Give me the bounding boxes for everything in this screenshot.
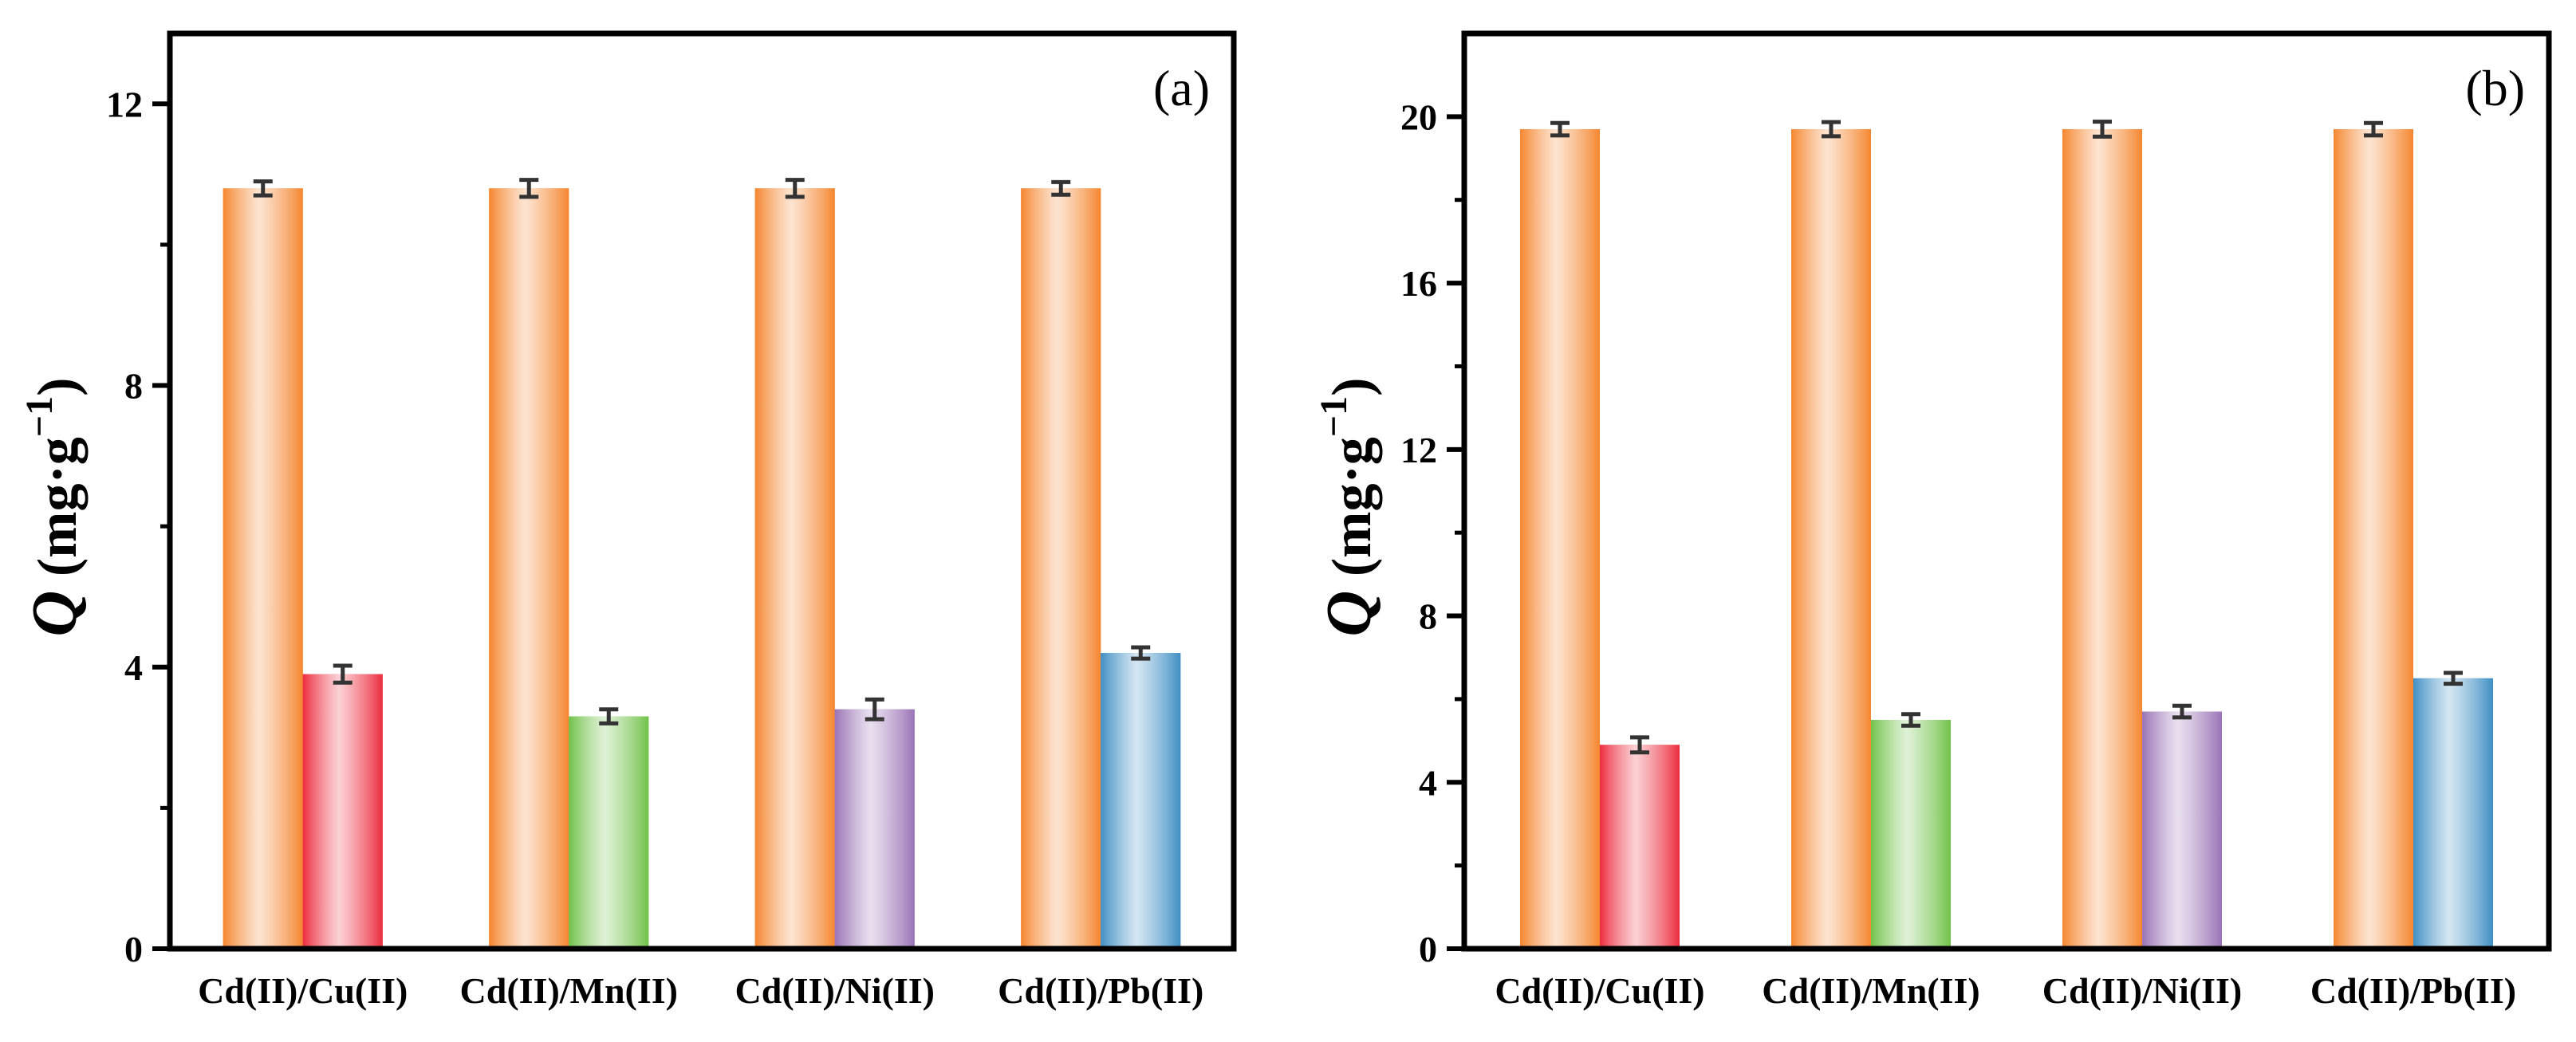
panel-label: (b) <box>2465 60 2525 116</box>
y-tick-label: 20 <box>1400 96 1437 137</box>
bar-b-0-cu <box>1600 745 1680 949</box>
bar-a-0-cd <box>223 188 303 949</box>
x-tick-label: Cd(II)/Pb(II) <box>2310 970 2516 1011</box>
chart-panel-a: Cd(II)/Cu(II) Cd(II)/Mn(II) Cd(II)/Ni(II) C… <box>18 30 1237 1011</box>
error-bar <box>1630 735 1649 755</box>
y-axis-label: Q (mg·g−1) <box>18 378 90 637</box>
error-bar <box>1822 120 1841 139</box>
error-bar <box>1550 120 1570 138</box>
error-bar <box>785 178 805 199</box>
error-bar <box>519 178 539 199</box>
x-tick-label: Cd(II)/Pb(II) <box>998 970 1203 1011</box>
axes-frame <box>167 30 1237 952</box>
axes-frame <box>1461 30 2552 952</box>
error-bar <box>1051 179 1071 197</box>
y-tick-label: 12 <box>106 84 143 124</box>
bar-b-1-cd <box>1791 129 1871 949</box>
error-bar <box>1901 712 1920 728</box>
y-tick-label: 4 <box>124 647 143 688</box>
x-tick-label: Cd(II)/Ni(II) <box>735 970 935 1011</box>
error-bar <box>599 707 619 725</box>
x-tick-label: Cd(II)/Mn(II) <box>1762 970 1979 1011</box>
y-tick-label: 12 <box>1400 430 1437 470</box>
bar-b-2-ni <box>2142 711 2222 949</box>
y-axis-label: Q (mg·g−1) <box>1313 378 1385 637</box>
y-tick-label: 4 <box>1419 762 1437 803</box>
chart-panel-b: Cd(II)/Cu(II) Cd(II)/Mn(II) Cd(II)/Ni(II) C… <box>1313 30 2552 1011</box>
y-tick-label: 16 <box>1400 263 1437 304</box>
y-tick-label: 0 <box>1419 929 1437 969</box>
error-bar <box>865 697 884 722</box>
bar-a-2-ni <box>834 709 915 949</box>
bar-a-0-cu <box>302 674 383 949</box>
panel-label: (a) <box>1153 60 1210 116</box>
y-tick-label: 0 <box>124 929 143 969</box>
y-tick-label: 8 <box>1419 596 1437 637</box>
bar-b-3-cd <box>2334 129 2413 949</box>
bar-a-3-pb <box>1101 653 1181 949</box>
bar-a-1-cd <box>489 188 569 949</box>
error-bar <box>2364 120 2383 138</box>
x-tick-label: Cd(II)/Cu(II) <box>198 970 408 1011</box>
error-bar <box>2093 120 2112 139</box>
error-bar <box>2172 703 2192 720</box>
x-tick-label: Cd(II)/Mn(II) <box>460 970 678 1011</box>
error-bar <box>253 179 273 198</box>
bar-a-3-cd <box>1021 188 1101 949</box>
bar-b-0-cd <box>1520 129 1600 949</box>
bar-a-2-cd <box>754 188 835 949</box>
bar-a-1-mn <box>569 716 649 949</box>
error-bar <box>2444 670 2463 686</box>
bar-b-3-pb <box>2413 678 2493 949</box>
error-bar <box>1131 645 1151 661</box>
x-tick-label: Cd(II)/Cu(II) <box>1495 970 1704 1011</box>
y-tick-label: 8 <box>124 366 143 407</box>
x-tick-label: Cd(II)/Ni(II) <box>2042 970 2242 1011</box>
bar-b-2-cd <box>2062 129 2142 949</box>
error-bar <box>333 663 353 685</box>
bar-b-1-mn <box>1871 720 1951 949</box>
